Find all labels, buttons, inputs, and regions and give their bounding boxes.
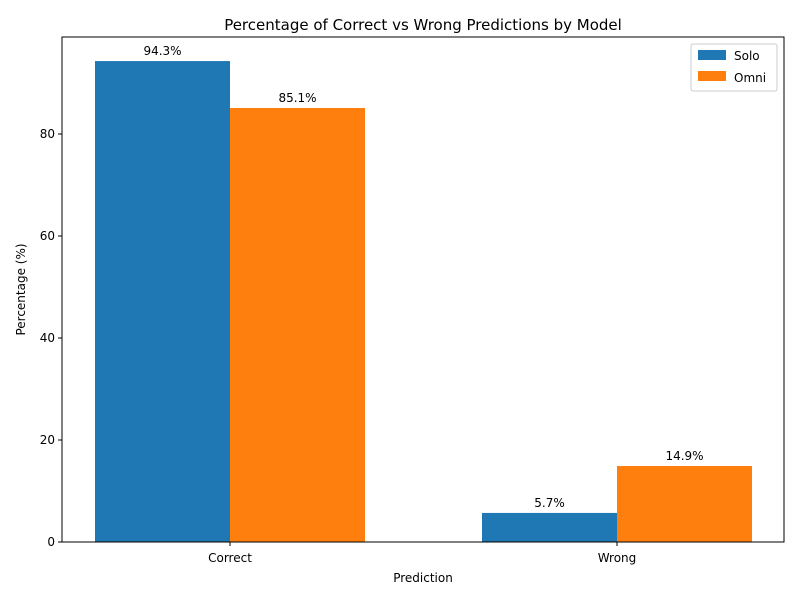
legend-swatch-omni [698,71,726,81]
y-tick-label-0: 0 [47,535,55,549]
legend: Solo Omni [690,43,778,92]
y-tick-label-20: 20 [40,433,55,447]
x-tick-label-wrong: Wrong [598,551,637,565]
y-axis: 0 20 40 60 80 [40,127,62,549]
x-axis: Correct Wrong [208,542,636,565]
data-label-omni-wrong: 14.9% [665,449,703,463]
bar-omni-correct [230,107,365,542]
legend-label-omni: Omni [734,71,766,85]
data-label-solo-wrong: 5.7% [534,496,565,510]
chart-title: Percentage of Correct vs Wrong Predictio… [224,16,622,34]
plot-frame [61,36,785,543]
x-tick-label-correct: Correct [208,551,252,565]
legend-swatch-solo [698,50,726,60]
y-tick-label-80: 80 [40,127,55,141]
data-labels-group: 94.3% 5.7% 85.1% 14.9% [143,44,703,510]
y-tick-label-40: 40 [40,331,55,345]
bar-solo-wrong [482,512,617,542]
bar-solo-correct [95,61,230,543]
bars-group [95,61,752,543]
bar-omni-wrong [617,466,752,542]
data-label-solo-correct: 94.3% [143,44,181,58]
data-label-omni-correct: 85.1% [278,91,316,105]
y-tick-label-60: 60 [40,229,55,243]
legend-label-solo: Solo [734,49,760,63]
x-axis-label: Prediction [393,571,453,585]
y-axis-label: Percentage (%) [14,243,28,335]
